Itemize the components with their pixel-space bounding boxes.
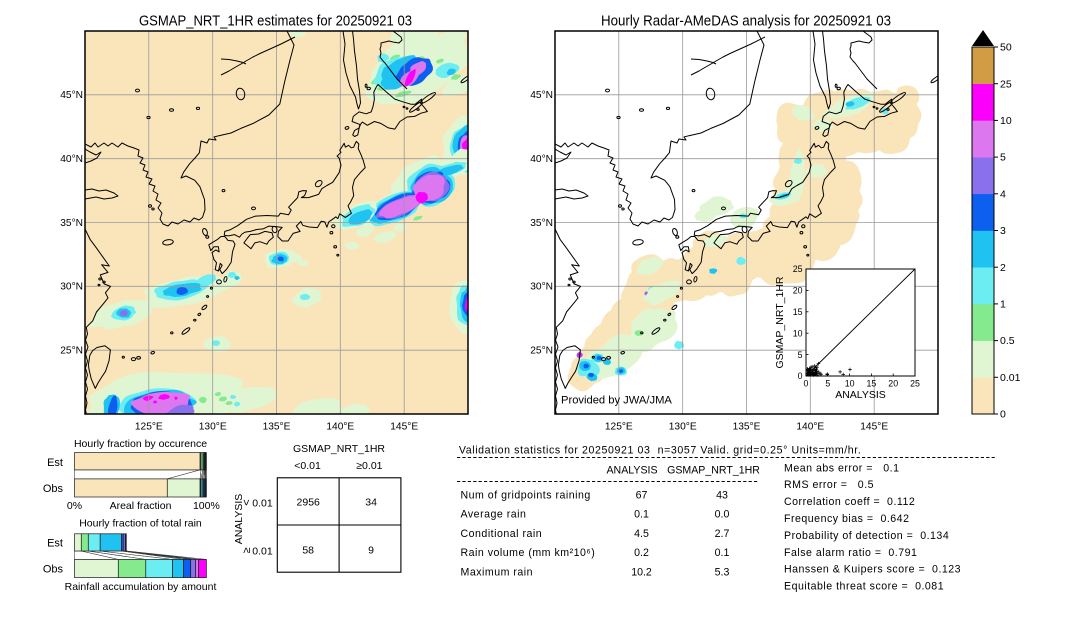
svg-text:100%: 100% <box>193 500 220 512</box>
svg-text:9: 9 <box>368 544 374 556</box>
svg-text:0.5: 0.5 <box>1000 335 1015 347</box>
svg-text:Conditional rain: Conditional rain <box>461 528 543 540</box>
svg-text:30°N: 30°N <box>530 282 553 293</box>
svg-text:5: 5 <box>798 350 803 360</box>
svg-text:15: 15 <box>867 379 877 389</box>
svg-text:25: 25 <box>1000 78 1012 90</box>
svg-text:43: 43 <box>716 489 728 501</box>
svg-text:<0.01: <0.01 <box>294 460 321 472</box>
svg-text:4: 4 <box>1000 188 1006 200</box>
svg-text:10: 10 <box>793 328 803 338</box>
svg-text:1: 1 <box>1000 299 1006 311</box>
svg-text:0%: 0% <box>67 500 82 512</box>
svg-text:67: 67 <box>636 489 648 501</box>
svg-text:Obs: Obs <box>43 564 64 576</box>
svg-text:Rain volume (mm km²10⁶): Rain volume (mm km²10⁶) <box>461 547 596 559</box>
svg-text:2.7: 2.7 <box>715 528 730 540</box>
svg-text:35°N: 35°N <box>60 218 83 229</box>
svg-text:GSMAP_NRT_1HR: GSMAP_NRT_1HR <box>774 276 786 368</box>
svg-text:ANALYSIS: ANALYSIS <box>606 465 657 477</box>
svg-text:10.2: 10.2 <box>631 567 652 579</box>
svg-text:Obs: Obs <box>43 483 64 495</box>
svg-text:130°E: 130°E <box>669 422 697 433</box>
svg-text:0.1: 0.1 <box>634 509 649 521</box>
svg-text:5.3: 5.3 <box>715 567 730 579</box>
svg-text:Est: Est <box>47 537 63 549</box>
svg-text:15: 15 <box>793 307 803 317</box>
svg-text:GSMAP_NRT_1HR estimates for 20: GSMAP_NRT_1HR estimates for 20250921 03 <box>139 14 412 30</box>
svg-text:ANALYSIS: ANALYSIS <box>835 389 886 401</box>
svg-text:0.0: 0.0 <box>715 509 730 521</box>
svg-text:Num of gridpoints raining: Num of gridpoints raining <box>461 489 591 501</box>
svg-text:0.01: 0.01 <box>252 545 273 557</box>
svg-text:30°N: 30°N <box>60 282 83 293</box>
svg-text:Rainfall accumulation by amoun: Rainfall accumulation by amount <box>65 581 217 593</box>
svg-text:5: 5 <box>1000 152 1006 164</box>
svg-text:0.1: 0.1 <box>715 547 730 559</box>
svg-text:Mean abs error = 0.1: Mean abs error = 0.1 <box>784 462 900 474</box>
svg-text:25: 25 <box>793 264 803 274</box>
svg-text:False alarm ratio = 0.791: False alarm ratio = 0.791 <box>784 547 917 559</box>
svg-text:58: 58 <box>302 544 314 556</box>
svg-text:Hanssen & Kuipers score = 0.1: Hanssen & Kuipers score = 0.123 <box>784 564 961 576</box>
svg-text:Hourly Radar-AMeDAS analysis f: Hourly Radar-AMeDAS analysis for 2025092… <box>601 14 891 30</box>
svg-text:45°N: 45°N <box>60 90 83 101</box>
svg-text:0.01: 0.01 <box>252 497 273 509</box>
svg-text:4.5: 4.5 <box>634 528 649 540</box>
svg-text:Validation statistics for 2025: Validation statistics for 20250921 03 n=… <box>459 445 862 457</box>
svg-text:Average rain: Average rain <box>461 509 527 521</box>
svg-text:25°N: 25°N <box>60 346 83 357</box>
svg-text:20: 20 <box>888 379 898 389</box>
svg-text:125°E: 125°E <box>605 422 633 433</box>
svg-text:5: 5 <box>825 379 830 389</box>
svg-text:Probability of detection = 0.: Probability of detection = 0.134 <box>784 530 949 542</box>
svg-text:3: 3 <box>1000 225 1006 237</box>
svg-text:Hourly fraction of total rain: Hourly fraction of total rain <box>79 518 202 530</box>
svg-text:0.2: 0.2 <box>634 547 649 559</box>
svg-text:20: 20 <box>793 286 803 296</box>
svg-text:Areal fraction: Areal fraction <box>110 500 172 512</box>
svg-text:≥0.01: ≥0.01 <box>356 460 382 472</box>
svg-text:34: 34 <box>365 496 377 508</box>
svg-text:0: 0 <box>804 379 809 389</box>
svg-text:Hourly fraction by occurence: Hourly fraction by occurence <box>74 438 207 450</box>
svg-text:Equitable threat score = 0.08: Equitable threat score = 0.081 <box>784 581 944 593</box>
svg-text:10: 10 <box>1000 115 1012 127</box>
svg-text:140°E: 140°E <box>326 422 354 433</box>
svg-text:35°N: 35°N <box>530 218 553 229</box>
svg-text:125°E: 125°E <box>135 422 163 433</box>
svg-text:Est: Est <box>47 457 63 469</box>
svg-text:0: 0 <box>798 371 803 381</box>
svg-text:25: 25 <box>910 379 920 389</box>
svg-text:140°E: 140°E <box>796 422 824 433</box>
svg-text:Maximum rain: Maximum rain <box>461 567 534 579</box>
svg-text:45°N: 45°N <box>530 90 553 101</box>
svg-text:130°E: 130°E <box>199 422 227 433</box>
svg-text:RMS error = 0.5: RMS error = 0.5 <box>784 479 874 491</box>
svg-text:50: 50 <box>1000 42 1012 54</box>
svg-text:GSMAP_NRT_1HR: GSMAP_NRT_1HR <box>667 465 760 477</box>
svg-text:10: 10 <box>845 379 855 389</box>
svg-text:2: 2 <box>1000 262 1006 274</box>
svg-text:Provided by JWA/JMA: Provided by JWA/JMA <box>561 395 672 407</box>
svg-text:2956: 2956 <box>297 496 321 508</box>
svg-text:135°E: 135°E <box>733 422 761 433</box>
svg-text:135°E: 135°E <box>263 422 291 433</box>
svg-text:40°N: 40°N <box>60 154 83 165</box>
svg-text:0: 0 <box>1000 409 1006 421</box>
svg-text:Correlation coeff = 0.112: Correlation coeff = 0.112 <box>784 496 915 508</box>
svg-text:0.01: 0.01 <box>1000 372 1021 384</box>
svg-text:25°N: 25°N <box>530 346 553 357</box>
svg-text:145°E: 145°E <box>860 422 888 433</box>
svg-text:40°N: 40°N <box>530 154 553 165</box>
svg-text:145°E: 145°E <box>390 422 418 433</box>
svg-text:GSMAP_NRT_1HR: GSMAP_NRT_1HR <box>293 443 385 455</box>
svg-text:Frequency bias = 0.642: Frequency bias = 0.642 <box>784 513 909 525</box>
